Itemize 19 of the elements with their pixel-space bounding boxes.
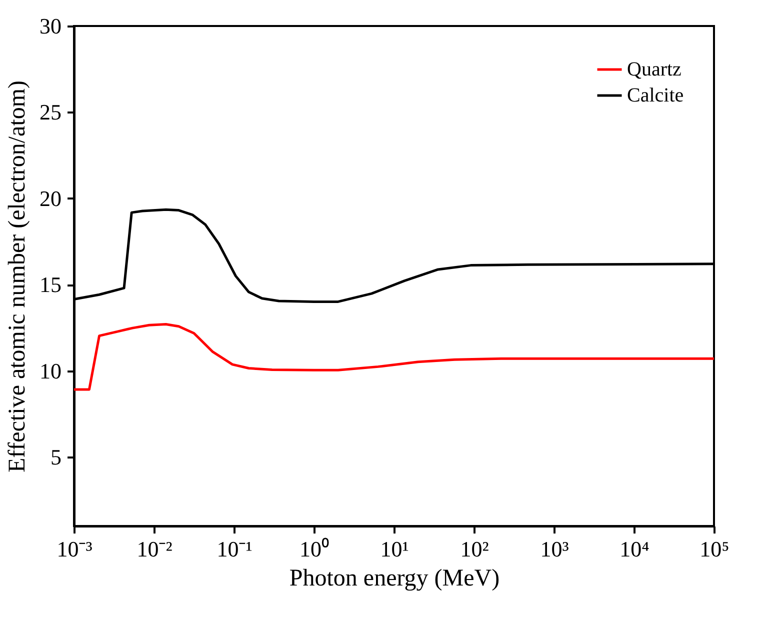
- x-tick-label: 10²: [460, 536, 490, 562]
- x-tick-label: 10³: [540, 536, 570, 562]
- x-tick-label: 10⁻²: [136, 536, 173, 562]
- y-tick-label: 30: [40, 14, 62, 38]
- x-tick-label: 10⁻¹: [216, 536, 252, 562]
- y-axis-title: Effective atomic number (electron/atom): [4, 80, 30, 473]
- x-tick-label: 10⁻³: [56, 536, 93, 562]
- x-tick-label: 10⁴: [620, 536, 650, 562]
- y-tick-label: 15: [40, 272, 62, 298]
- y-tick-label: 5: [50, 444, 62, 470]
- y-tick-label: 20: [40, 186, 62, 211]
- x-tick-label: 10⁰: [300, 536, 330, 562]
- legend-label: Calcite: [627, 84, 684, 106]
- x-axis-title: Photon energy (MeV): [289, 566, 500, 592]
- y-tick-label: 25: [40, 100, 62, 125]
- y-tick-label: 10: [40, 358, 62, 384]
- legend-label: Quartz: [627, 58, 682, 80]
- x-tick-label: 10⁵: [700, 536, 730, 562]
- x-tick-label: 10¹: [380, 536, 409, 562]
